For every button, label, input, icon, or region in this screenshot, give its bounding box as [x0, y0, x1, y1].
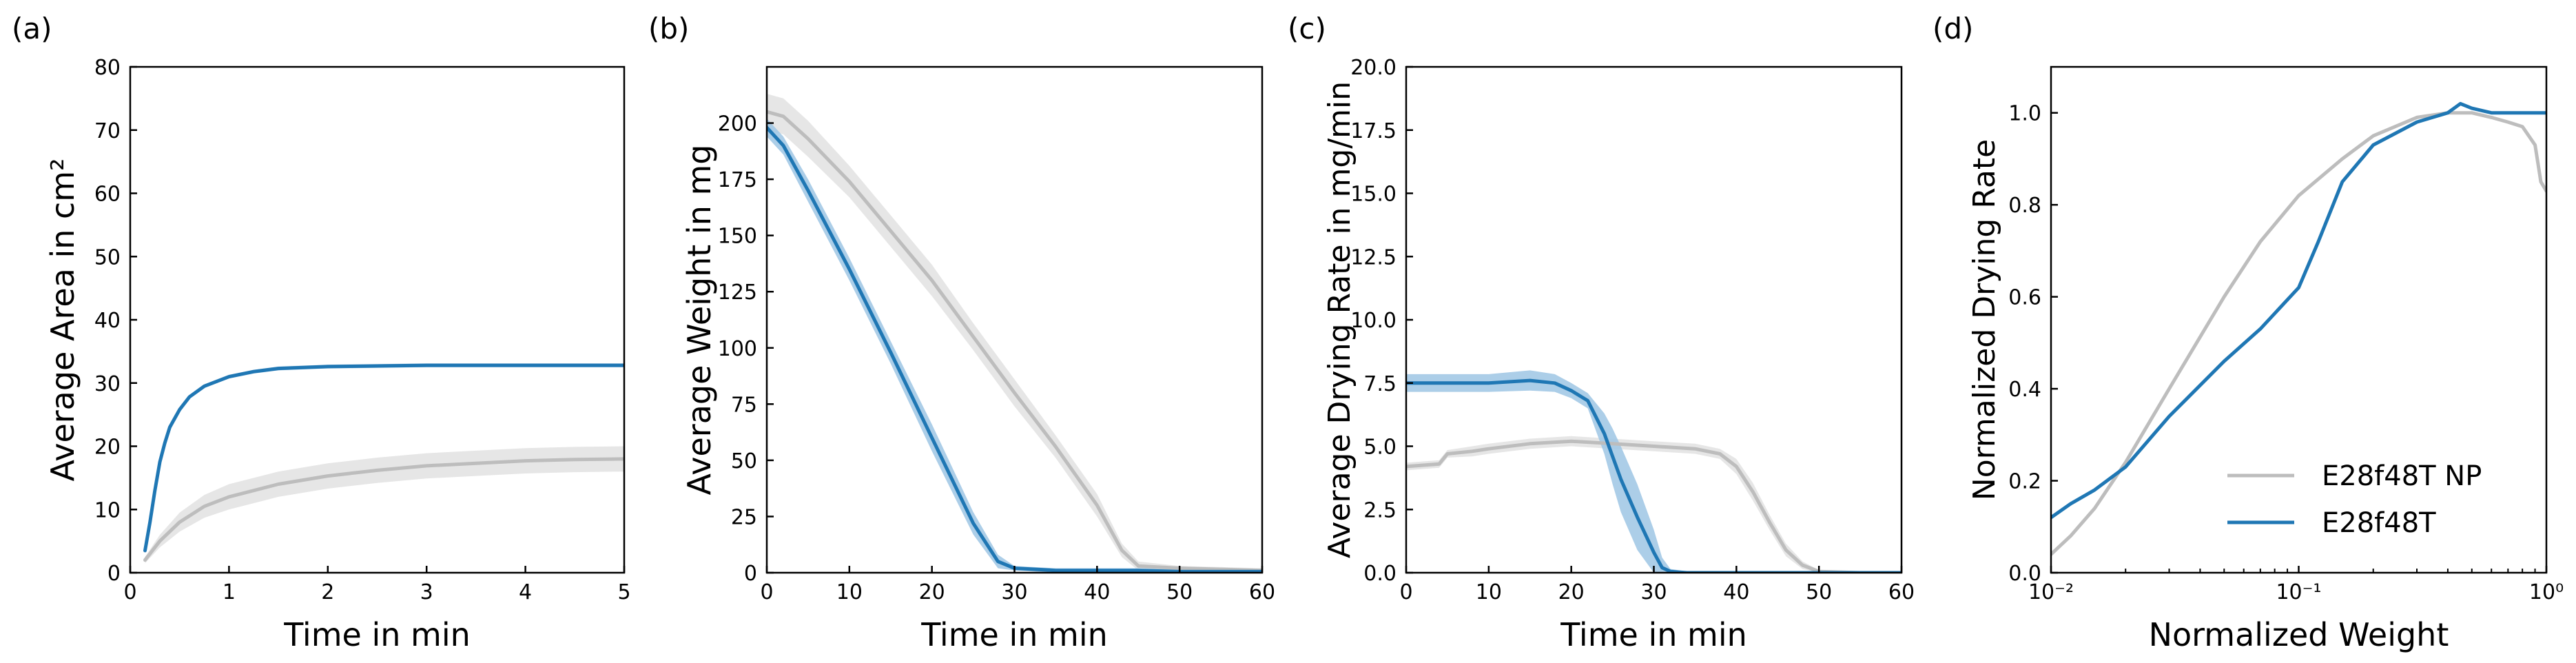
y-tick-label: 0.8	[2008, 194, 2041, 218]
series-line-gray	[767, 110, 1262, 573]
x-tick-label: 1	[223, 580, 236, 604]
series-band-blue	[1406, 370, 1902, 573]
chart-panel-1: 0 10 20 30 40 50 60 0 25 50 75 100 125 150 175 200 Time …	[648, 12, 1275, 653]
y-tick-label: 2.5	[1363, 498, 1397, 522]
chart-panel-2: 0 10 20 30 40 50 60 0.0 2.5 5.0 7.5 10.0 12.5 15.0 17.…	[1288, 12, 1915, 653]
plot-area	[767, 94, 1262, 573]
x-axis-label: Normalized Weight	[2149, 616, 2449, 653]
series-band-gray	[767, 94, 1262, 573]
y-tick-label: 17.5	[1350, 119, 1397, 143]
x-tick-label: 40	[1723, 580, 1749, 604]
x-tick-label: 50	[1166, 580, 1193, 604]
series-line-blue	[143, 363, 624, 553]
plot-area	[2051, 101, 2546, 556]
x-tick-label: 10	[836, 580, 863, 604]
y-tick-label: 10.0	[1350, 309, 1397, 333]
y-tick-label: 12.5	[1350, 245, 1397, 269]
y-tick-label: 0.2	[2008, 470, 2041, 494]
x-tick-label: 10⁰	[2529, 580, 2564, 604]
y-tick-label: 7.5	[1363, 372, 1397, 396]
x-tick-label: 20	[919, 580, 945, 604]
x-tick-label: 0	[123, 580, 136, 604]
x-tick-label: 10⁻²	[2028, 580, 2074, 604]
x-tick-label: 30	[1001, 580, 1027, 604]
y-tick-label: 200	[718, 112, 757, 136]
panel-tag: (a)	[12, 12, 52, 45]
x-tick-label: 50	[1806, 580, 1832, 604]
x-tick-label: 60	[1888, 580, 1915, 604]
x-tick-label: 3	[420, 580, 433, 604]
plot-frame	[1405, 65, 1903, 574]
series-line-blue	[1406, 378, 1902, 573]
x-tick-label: 2	[321, 580, 334, 604]
x-tick-label: 5	[617, 580, 630, 604]
y-tick-label: 40	[94, 309, 121, 333]
x-tick-label: 0	[760, 580, 773, 604]
series-line-blue	[767, 125, 1262, 573]
y-tick-label: 5.0	[1363, 436, 1397, 460]
y-tick-label: 125	[718, 280, 757, 305]
y-tick-label: 10	[94, 498, 121, 522]
y-tick-label: 70	[94, 119, 121, 143]
x-tick-label: 10	[1476, 580, 1502, 604]
y-axis-label: Average Drying Rate in mg/min	[1322, 81, 1357, 558]
x-tick-label: 20	[1558, 580, 1585, 604]
x-tick-label: 60	[1249, 580, 1275, 604]
x-tick-label: 40	[1084, 580, 1110, 604]
y-tick-label: 100	[718, 337, 757, 361]
y-axis-label: Average Area in cm²	[44, 158, 81, 481]
y-tick-label: 30	[94, 372, 121, 396]
series-line-gray	[2051, 111, 2546, 556]
x-axis-label: Time in min	[283, 616, 471, 653]
panel-tag: (c)	[1288, 12, 1326, 45]
x-axis-label: Time in min	[920, 616, 1108, 653]
plot-area	[143, 363, 624, 564]
y-axis-label: Normalized Drying Rate	[1967, 139, 2002, 500]
y-tick-label: 80	[94, 56, 121, 80]
plot-frame	[765, 65, 1264, 574]
y-tick-label: 60	[94, 183, 121, 207]
panel-tag: (b)	[648, 12, 689, 45]
series-line-gray	[1406, 439, 1902, 573]
y-tick-label: 150	[718, 225, 757, 249]
legend-label: E28f48T	[2322, 507, 2436, 539]
series-line-gray	[143, 457, 624, 562]
series-line-blue	[2051, 101, 2546, 520]
y-tick-label: 20.0	[1350, 56, 1397, 80]
y-tick-label: 0	[107, 562, 121, 586]
y-tick-label: 0.4	[2008, 378, 2041, 402]
plot-area	[1406, 370, 1902, 573]
y-axis-label: Average Weight in mg	[681, 145, 718, 496]
y-tick-label: 15.0	[1350, 183, 1397, 207]
y-tick-label: 0.6	[2008, 286, 2041, 310]
y-tick-label: 175	[718, 168, 757, 192]
x-tick-label: 4	[519, 580, 532, 604]
legend-label: E28f48T NP	[2322, 460, 2482, 492]
y-tick-label: 20	[94, 436, 121, 460]
y-tick-label: 0	[744, 562, 757, 586]
y-tick-label: 50	[731, 449, 757, 473]
legend: E28f48T NP E28f48T	[2227, 460, 2482, 539]
panel-tag: (d)	[1933, 12, 1973, 45]
y-tick-label: 50	[94, 245, 121, 269]
y-tick-label: 75	[731, 393, 757, 417]
x-axis-label: Time in min	[1560, 616, 1747, 653]
y-tick-label: 1.0	[2008, 102, 2041, 126]
y-tick-label: 25	[731, 505, 757, 529]
plot-frame	[2050, 65, 2548, 574]
y-tick-label: 0.0	[1363, 562, 1397, 586]
series-band-gray	[145, 446, 624, 564]
x-tick-label: 10⁻¹	[2276, 580, 2321, 604]
x-tick-label: 0	[1399, 580, 1412, 604]
x-tick-label: 30	[1640, 580, 1667, 604]
y-tick-label: 0.0	[2008, 562, 2041, 586]
chart-panel-3: 10⁻² 10⁻¹ 10⁰0.00.20.40.60.81.0Normalized …	[1933, 12, 2564, 653]
